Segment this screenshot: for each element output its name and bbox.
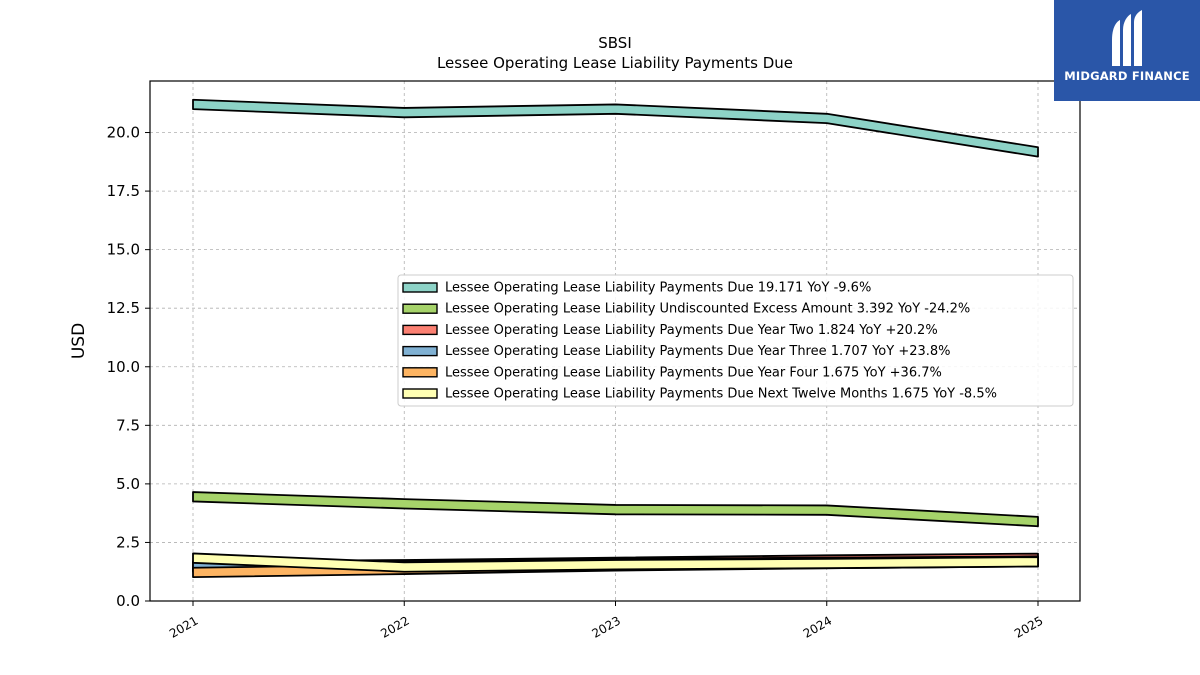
legend-swatch: [402, 282, 438, 293]
legend: Lessee Operating Lease Liability Payment…: [397, 274, 1074, 407]
y-tick-label: 15.0: [107, 241, 140, 259]
data-point: [615, 108, 617, 110]
y-tick-label: 20.0: [107, 124, 140, 142]
data-point: [403, 503, 405, 505]
legend-swatch: [402, 303, 438, 314]
y-tick-label: 5.0: [116, 475, 140, 493]
data-point: [192, 571, 194, 573]
data-point: [1037, 561, 1039, 563]
data-point: [403, 566, 405, 568]
data-point: [826, 117, 828, 119]
y-tick-label: 10.0: [107, 358, 140, 376]
legend-label: Lessee Operating Lease Liability Payment…: [445, 387, 997, 402]
x-tick-label: 2023: [590, 613, 623, 640]
legend-swatch: [402, 345, 438, 357]
y-axis-ticks: 0.0 2.5 5.0 7.5 10.0 12.5 15.0 17.5 20.0: [107, 124, 150, 610]
plot-frame: [149, 80, 1081, 602]
x-tick-label: 2021: [167, 613, 200, 640]
legend-label: Lessee Operating Lease Liability Payment…: [445, 344, 951, 359]
x-axis-ticks: 2021 2022 2023 2024 2025: [167, 601, 1046, 641]
series-bands: [192, 98, 1039, 579]
brand-logo: MIDGARD FINANCE: [1054, 0, 1200, 101]
data-point: [826, 563, 828, 565]
series-band-0: [192, 98, 1039, 158]
data-point: [1037, 521, 1039, 523]
midgard-logo-icon: [1112, 10, 1142, 66]
data-point: [615, 509, 617, 511]
x-tick-label: 2022: [378, 613, 411, 640]
data-point: [192, 103, 194, 105]
legend-label: Lessee Operating Lease Liability Undisco…: [445, 302, 970, 317]
series-band-5: [192, 552, 1039, 573]
x-tick-label: 2024: [801, 613, 834, 640]
legend-swatch: [402, 367, 438, 378]
legend-swatch: [402, 388, 438, 399]
y-tick-label: 0.0: [116, 592, 140, 610]
legend-box: [397, 274, 1074, 407]
x-tick-label: 2025: [1012, 613, 1045, 640]
y-tick-label: 17.5: [107, 182, 140, 200]
brand-name: MIDGARD FINANCE: [1064, 69, 1190, 83]
legend-swatch: [402, 324, 438, 336]
chart-title: SBSI: [598, 34, 632, 52]
legend-label: Lessee Operating Lease Liability Payment…: [445, 365, 942, 380]
legend-label: Lessee Operating Lease Liability Payment…: [445, 323, 938, 338]
data-point: [403, 112, 405, 114]
data-point: [615, 564, 617, 566]
data-point: [192, 557, 194, 559]
legend-label: Lessee Operating Lease Liability Payment…: [445, 281, 871, 296]
chart-subtitle: Lessee Operating Lease Liability Payment…: [437, 54, 793, 72]
data-point: [1037, 151, 1039, 153]
y-tick-label: 2.5: [116, 533, 140, 551]
y-tick-label: 12.5: [107, 299, 140, 317]
data-point: [826, 509, 828, 511]
y-axis-label: USD: [69, 323, 89, 359]
series-band-1: [192, 491, 1039, 528]
data-point: [192, 496, 194, 498]
y-tick-label: 7.5: [116, 416, 140, 434]
